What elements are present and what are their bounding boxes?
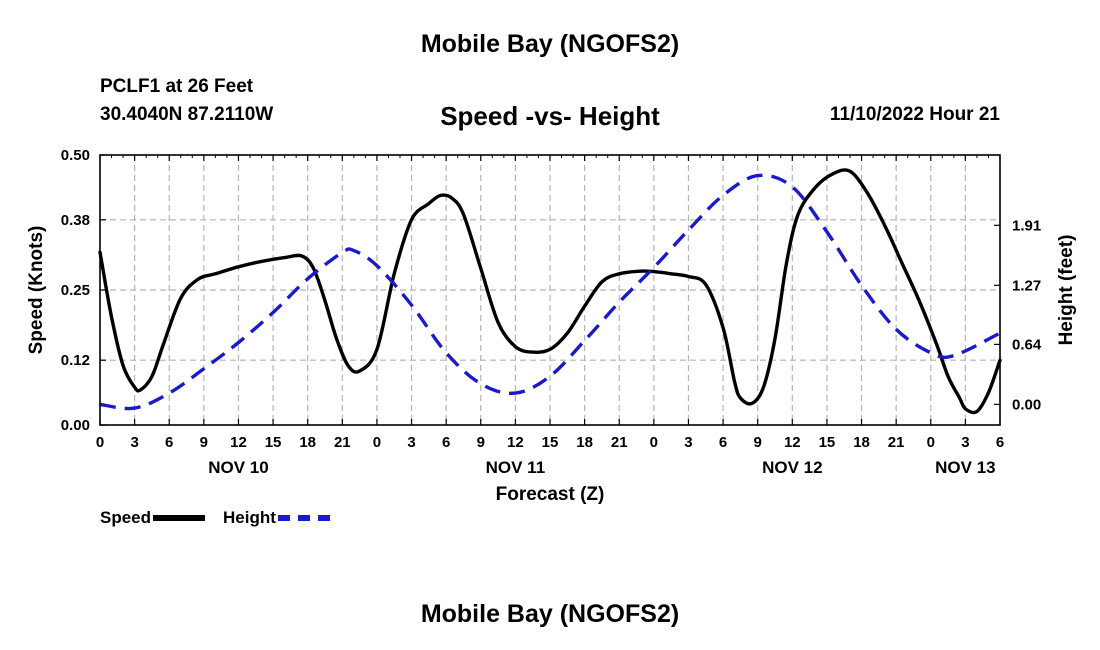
y-left-tick-label: 0.12	[61, 352, 90, 369]
x-tick-label: 21	[888, 434, 905, 451]
x-tick-label: 18	[299, 434, 316, 451]
y-left-tick-label: 0.00	[61, 417, 90, 434]
x-tick-label: 6	[165, 434, 173, 451]
x-tick-label: 0	[927, 434, 935, 451]
y-right-tick-label: 1.27	[1012, 277, 1041, 294]
x-tick-label: 3	[961, 434, 969, 451]
day-label: NOV 13	[935, 458, 995, 477]
legend-speed-label: Speed	[100, 508, 152, 527]
y-left-tick-label: 0.25	[61, 282, 90, 299]
datetime-label: 11/10/2022 Hour 21	[829, 104, 1000, 125]
x-tick-label: 12	[507, 434, 524, 451]
x-axis-label: Forecast (Z)	[496, 484, 605, 505]
x-tick-label: 0	[96, 434, 104, 451]
series-lines	[98, 168, 1002, 415]
x-tick-label: 12	[784, 434, 801, 451]
x-tick-label: 9	[200, 434, 208, 451]
x-tick-label: 18	[853, 434, 870, 451]
series-line-speed	[98, 168, 1002, 415]
chart-subtitle: Speed -vs- Height	[440, 101, 660, 131]
x-tick-label: 3	[407, 434, 415, 451]
day-label: NOV 11	[486, 458, 546, 477]
x-tick-label: 6	[442, 434, 450, 451]
x-tick-label: 18	[576, 434, 593, 451]
x-tick-label: 12	[230, 434, 247, 451]
y-left-axis-label: Speed (Knots)	[26, 226, 47, 355]
y-right-tick-label: 1.91	[1012, 217, 1041, 234]
x-tick-label: 6	[996, 434, 1004, 451]
day-label: NOV 12	[762, 458, 822, 477]
x-tick-label: 21	[334, 434, 351, 451]
legend-item-speed: Speed	[100, 508, 206, 528]
grid-lines	[100, 155, 1000, 425]
day-label: NOV 10	[208, 458, 268, 477]
x-tick-label: 3	[684, 434, 692, 451]
y-right-tick-label: 0.00	[1012, 396, 1041, 413]
axis-ticks	[99, 154, 1001, 426]
x-tick-label: 21	[611, 434, 628, 451]
y-left-tick-label: 0.50	[61, 147, 90, 164]
series-line-height	[99, 173, 1001, 411]
x-tick-label: 9	[477, 434, 485, 451]
main-title: Mobile Bay (NGOFS2)	[420, 30, 680, 58]
x-tick-label: 9	[754, 434, 762, 451]
legend-height-label: Height	[223, 508, 276, 527]
legend-height-swatch	[277, 515, 330, 521]
y-right-axis-label: Height (feet)	[1056, 235, 1077, 346]
y-right-tick-label: 0.64	[1012, 336, 1042, 353]
x-tick-label: 0	[373, 434, 381, 451]
axis-labels: 0 3 6 9 12 15 18 21 0 3 6 9 12 15 18 21 0 3 6 9 12 15 18 21 0 3 6N…	[26, 147, 1077, 505]
x-tick-label: 0	[650, 434, 658, 451]
station-label: PCLF1 at 26 Feet	[100, 76, 254, 97]
legend-speed-swatch	[153, 515, 206, 521]
y-left-tick-label: 0.38	[61, 212, 90, 229]
x-tick-label: 6	[719, 434, 727, 451]
x-tick-label: 15	[542, 434, 559, 451]
x-tick-label: 15	[819, 434, 836, 451]
coordinates-label: 30.4040N 87.2110W	[100, 104, 274, 125]
x-tick-label: 15	[265, 434, 282, 451]
x-tick-label: 3	[130, 434, 138, 451]
legend: Speed Height	[100, 508, 348, 528]
footer-title: Mobile Bay (NGOFS2)	[420, 600, 680, 628]
legend-item-height: Height	[223, 508, 330, 528]
